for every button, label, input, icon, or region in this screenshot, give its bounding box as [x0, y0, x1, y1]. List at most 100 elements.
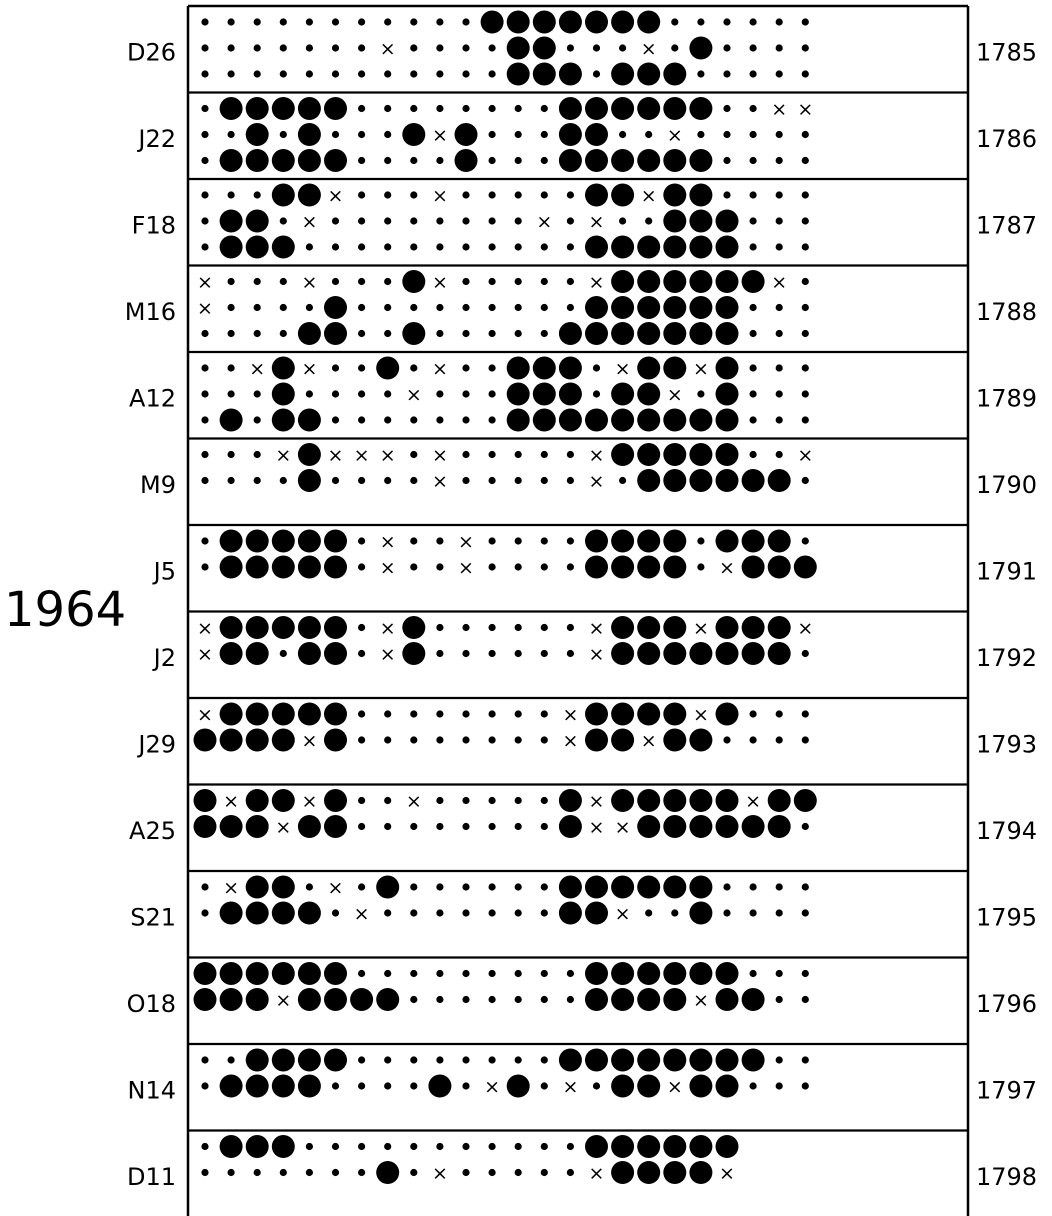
mark-large-dot: [637, 962, 661, 985]
rotation-number-label: 1797: [976, 1076, 1037, 1104]
mark-large-dot: [611, 642, 635, 665]
mark-small-dot: [358, 476, 366, 485]
mark-small-dot: [749, 969, 757, 978]
mark-cross: ×: [380, 618, 396, 640]
mark-large-dot: [219, 1135, 243, 1158]
mark-small-dot: [201, 18, 209, 26]
mark-large-dot: [193, 789, 217, 812]
mark-large-dot: [376, 988, 400, 1011]
mark-large-dot: [689, 270, 713, 293]
mark-large-dot: [245, 123, 269, 146]
mark-small-dot: [436, 70, 444, 78]
mark-small-dot: [749, 156, 757, 165]
mark-large-dot: [767, 529, 791, 553]
mark-small-dot: [331, 70, 340, 78]
mark-large-dot: [324, 1048, 347, 1072]
mark-large-dot: [558, 356, 582, 380]
mark-small-dot: [410, 710, 418, 718]
mark-small-dot: [384, 1056, 392, 1064]
mark-small-dot: [488, 191, 496, 199]
start-date-label: J5: [152, 557, 176, 585]
mark-large-dot: [767, 469, 791, 492]
mark-small-dot: [462, 1056, 470, 1064]
mark-large-dot: [663, 322, 687, 345]
mark-small-dot: [358, 883, 366, 891]
mark-large-dot: [558, 789, 582, 812]
mark-small-dot: [801, 156, 809, 165]
mark-small-dot: [227, 476, 235, 485]
mark-large-dot: [611, 97, 635, 120]
mark-small-dot: [775, 416, 783, 424]
mark-large-dot: [637, 789, 661, 812]
mark-small-dot: [514, 217, 522, 225]
mark-small-dot: [358, 191, 366, 199]
mark-large-dot: [245, 1074, 269, 1098]
mark-large-dot: [793, 789, 817, 812]
mark-large-dot: [193, 988, 217, 1011]
start-date-label: S21: [130, 903, 176, 931]
mark-cross: ×: [667, 125, 683, 147]
mark-small-dot: [540, 537, 548, 545]
mark-large-dot: [637, 10, 661, 34]
mark-small-dot: [305, 1142, 313, 1151]
rotation-number-label: 1789: [976, 384, 1037, 412]
mark-small-dot: [462, 44, 470, 52]
mark-small-dot: [331, 1082, 340, 1090]
mark-large-dot: [402, 123, 426, 146]
mark-large-dot: [324, 529, 347, 553]
mark-small-dot: [358, 329, 366, 338]
mark-small-dot: [801, 476, 809, 485]
mark-small-dot: [488, 476, 496, 485]
mark-large-dot: [297, 901, 321, 925]
mark-small-dot: [514, 909, 522, 917]
mark-large-dot: [637, 270, 661, 293]
mark-small-dot: [358, 277, 366, 286]
mark-large-dot: [558, 10, 582, 34]
mark-large-dot: [585, 875, 608, 899]
mark-small-dot: [410, 995, 418, 1004]
mark-small-dot: [201, 1056, 209, 1064]
mark-large-dot: [741, 469, 765, 492]
year-label: 1964: [4, 582, 126, 638]
mark-small-dot: [671, 18, 679, 26]
start-date-label: J2: [152, 644, 176, 672]
mark-small-dot: [201, 1168, 209, 1177]
mark-large-dot: [219, 408, 243, 432]
mark-small-dot: [723, 191, 731, 199]
mark-large-dot: [741, 642, 765, 665]
mark-small-dot: [384, 130, 392, 139]
mark-large-dot: [741, 555, 765, 579]
rotation-number-label: 1787: [976, 211, 1037, 239]
mark-small-dot: [462, 822, 470, 831]
mark-small-dot: [227, 70, 235, 78]
mark-cross: ×: [589, 791, 605, 813]
mark-small-dot: [619, 217, 627, 225]
mark-large-dot: [611, 322, 635, 345]
mark-large-dot: [245, 97, 269, 120]
mark-large-dot: [219, 209, 243, 233]
mark-small-dot: [384, 416, 392, 424]
mark-small-dot: [540, 1168, 548, 1177]
mark-small-dot: [305, 18, 313, 26]
mark-large-dot: [245, 962, 269, 985]
rotation-number-label: 1793: [976, 730, 1037, 758]
mark-small-dot: [488, 1056, 496, 1064]
mark-small-dot: [801, 44, 809, 52]
mark-large-dot: [689, 296, 713, 319]
mark-small-dot: [384, 243, 392, 251]
mark-small-dot: [749, 1082, 757, 1090]
mark-small-dot: [331, 390, 340, 398]
mark-large-dot: [245, 149, 269, 172]
mark-small-dot: [384, 1082, 392, 1090]
mark-large-dot: [637, 62, 661, 86]
mark-small-dot: [566, 277, 575, 286]
mark-large-dot: [245, 875, 269, 899]
mark-small-dot: [749, 329, 757, 338]
mark-small-dot: [201, 563, 209, 571]
mark-large-dot: [297, 408, 321, 432]
mark-small-dot: [410, 476, 418, 485]
mark-large-dot: [558, 149, 582, 172]
mark-small-dot: [410, 217, 418, 225]
mark-small-dot: [488, 796, 496, 805]
mark-small-dot: [514, 649, 522, 658]
